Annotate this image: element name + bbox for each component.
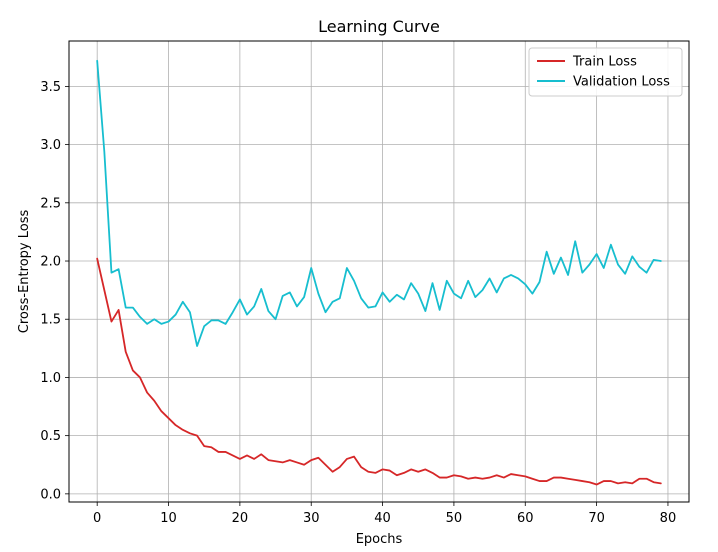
grid [69,41,689,502]
x-tick-label: 10 [160,511,177,526]
y-axis-label: Cross-Entropy Loss [17,210,32,334]
y-tick-label: 3.0 [40,138,61,153]
y-axis-ticks: 0.0 0.5 1.0 1.5 2.0 2.5 3.0 3.5 [40,80,69,502]
series-lines [96,59,662,486]
y-tick-label: 2.5 [40,196,61,211]
y-tick-label: 2.0 [40,255,61,270]
x-tick-label: 80 [660,511,677,526]
x-axis-ticks: 0 10 20 30 40 50 60 70 80 [93,502,676,526]
x-tick-label: 20 [232,511,249,526]
x-tick-label: 30 [303,511,320,526]
x-tick-label: 70 [588,511,605,526]
chart-title: Learning Curve [318,17,440,36]
legend-label-train-loss: Train Loss [572,55,637,70]
legend: Train Loss Validation Loss [528,47,683,97]
x-tick-label: 0 [93,511,101,526]
y-tick-label: 3.5 [40,80,61,95]
y-tick-label: 1.5 [40,313,61,328]
y-tick-label: 0.5 [40,429,61,444]
x-tick-label: 60 [517,511,534,526]
x-axis-label: Epochs [356,532,403,547]
plot-frame [68,40,690,503]
legend-label-validation-loss: Validation Loss [573,75,670,90]
x-tick-label: 40 [374,511,391,526]
series-line-train-loss [96,257,662,486]
series-line-validation-loss [96,59,662,347]
y-tick-label: 0.0 [40,487,61,502]
x-tick-label: 50 [446,511,463,526]
y-tick-label: 1.0 [40,371,61,386]
legend-box [528,47,683,97]
